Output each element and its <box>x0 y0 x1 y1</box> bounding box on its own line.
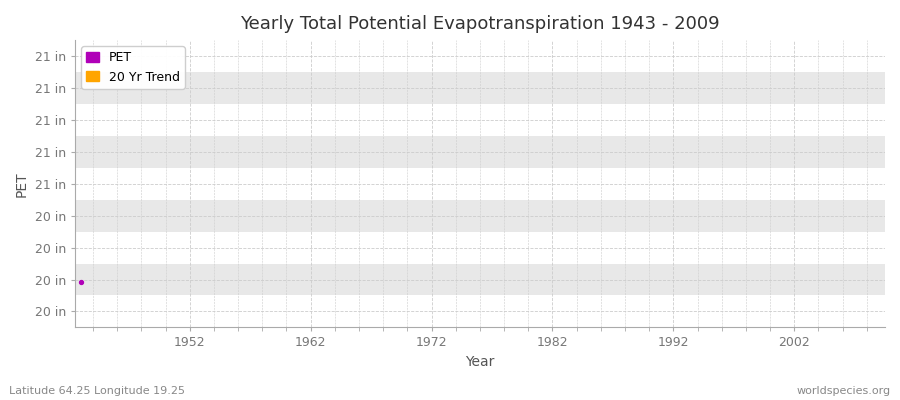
Bar <box>75 168 885 200</box>
Legend: PET, 20 Yr Trend: PET, 20 Yr Trend <box>81 46 184 89</box>
Bar <box>75 232 885 264</box>
Bar <box>75 264 885 296</box>
Text: worldspecies.org: worldspecies.org <box>796 386 891 396</box>
Text: Latitude 64.25 Longitude 19.25: Latitude 64.25 Longitude 19.25 <box>9 386 185 396</box>
Bar <box>75 200 885 232</box>
Bar <box>75 72 885 104</box>
Bar <box>75 40 885 72</box>
Bar <box>75 136 885 168</box>
Point <box>74 278 88 285</box>
Title: Yearly Total Potential Evapotranspiration 1943 - 2009: Yearly Total Potential Evapotranspiratio… <box>240 15 720 33</box>
Y-axis label: PET: PET <box>15 171 29 196</box>
X-axis label: Year: Year <box>465 355 495 369</box>
Bar <box>75 296 885 328</box>
Bar <box>75 104 885 136</box>
